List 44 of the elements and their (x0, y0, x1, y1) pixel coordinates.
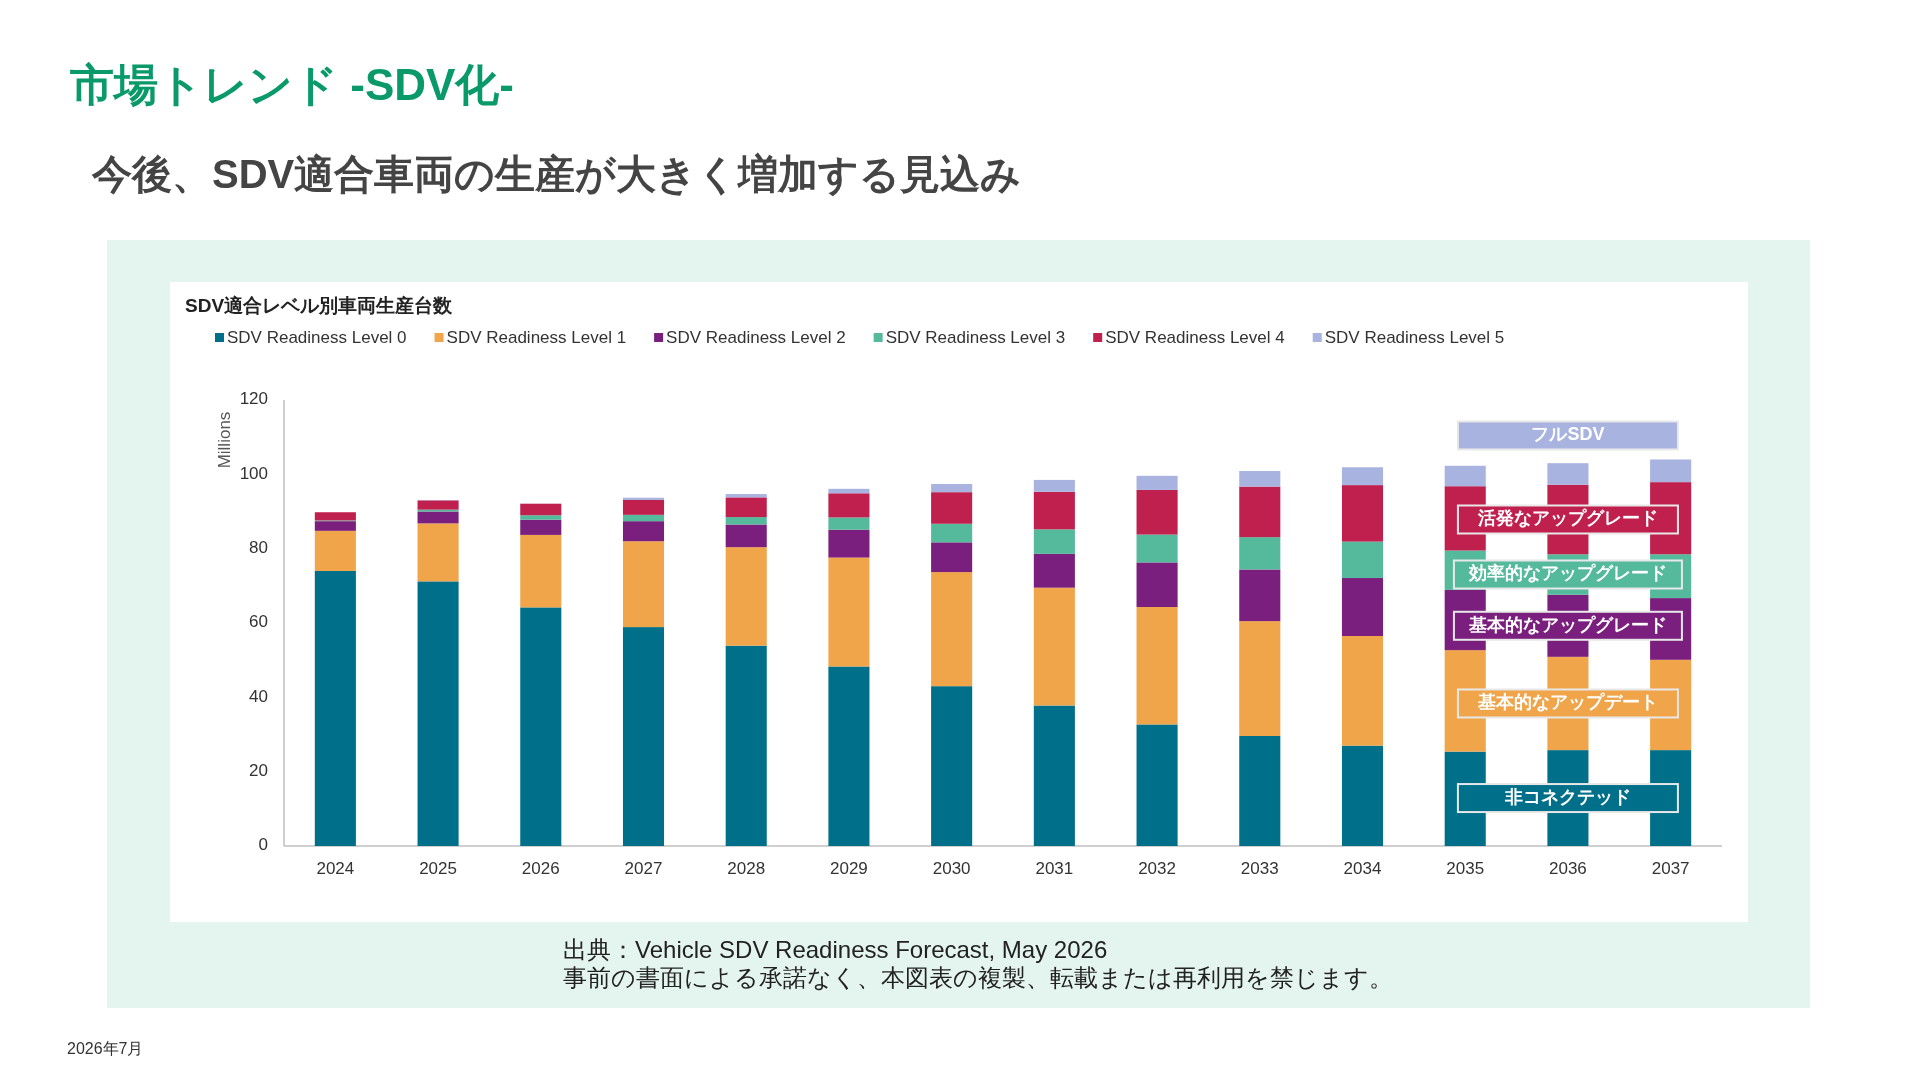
x-tick-label: 2036 (1549, 859, 1587, 878)
x-tick-label: 2033 (1240, 859, 1279, 878)
annotation: 非コネクテッド (1503, 786, 1631, 807)
y-tick-label: 40 (249, 686, 268, 706)
y-axis-title: Millions (215, 411, 234, 469)
legend-label: SDV Readiness Level 1 (446, 328, 627, 347)
legend-label: SDV Readiness Level 4 (1105, 328, 1285, 347)
text: 事前の書面による承諾なく、本図表の複製、転載または再利用を禁じます。 (563, 964, 1393, 991)
x-tick-label: 2028 (727, 859, 766, 878)
text: 今後、SDV適合車両の生産が大きく増加する見込み (91, 152, 1022, 197)
source-note: 出典：Vehicle SDV Readiness Forecast, May 2026 (563, 936, 1108, 963)
legend-label: SDV Readiness Level 3 (885, 328, 1066, 347)
annotation: 基本的なアップデート (1476, 692, 1658, 713)
annotation-box: 活発なアップグレード (1456, 504, 1679, 535)
y-tick-label: 0 (258, 835, 268, 855)
annotation: 活発なアップグレード (1476, 508, 1658, 529)
annotation-box: 基本的なアップデート (1456, 688, 1679, 719)
x-tick-label: 2026 (521, 859, 560, 878)
x-tick-label: 2025 (419, 859, 457, 878)
x-tick-label: 2027 (624, 859, 663, 878)
text: 2026年7月 (67, 1040, 144, 1057)
legend-label: SDV Readiness Level 2 (666, 328, 846, 347)
annotation-box: 非コネクテッド (1456, 783, 1679, 814)
y-tick-label: 120 (239, 389, 268, 409)
x-tick-label: 2030 (932, 859, 971, 878)
annotation: 基本的なアップグレード (1467, 614, 1667, 635)
chart-title: SDV適合レベル別車両生産台数 (185, 295, 454, 316)
annotation-box: フルSDV (1456, 420, 1679, 451)
annotation-box: 基本的なアップグレード (1452, 610, 1683, 641)
x-tick-label: 2029 (830, 859, 868, 878)
y-tick-label: 100 (239, 463, 268, 483)
y-tick-label: 80 (249, 538, 268, 558)
x-tick-label: 2031 (1035, 859, 1074, 878)
x-tick-label: 2024 (316, 859, 355, 878)
x-tick-label: 2035 (1446, 859, 1485, 878)
y-tick-label: 60 (249, 612, 268, 632)
x-tick-label: 2034 (1343, 859, 1382, 878)
legend-label: SDV Readiness Level 5 (1324, 328, 1505, 347)
x-tick-label: 2032 (1138, 859, 1176, 878)
x-tick-label: 2037 (1651, 859, 1690, 878)
text: 市場トレンド -SDV化- (70, 60, 514, 109)
legend-label: SDV Readiness Level 0 (227, 328, 407, 347)
annotation: フルSDV (1531, 424, 1605, 445)
y-tick-label: 20 (249, 761, 268, 781)
